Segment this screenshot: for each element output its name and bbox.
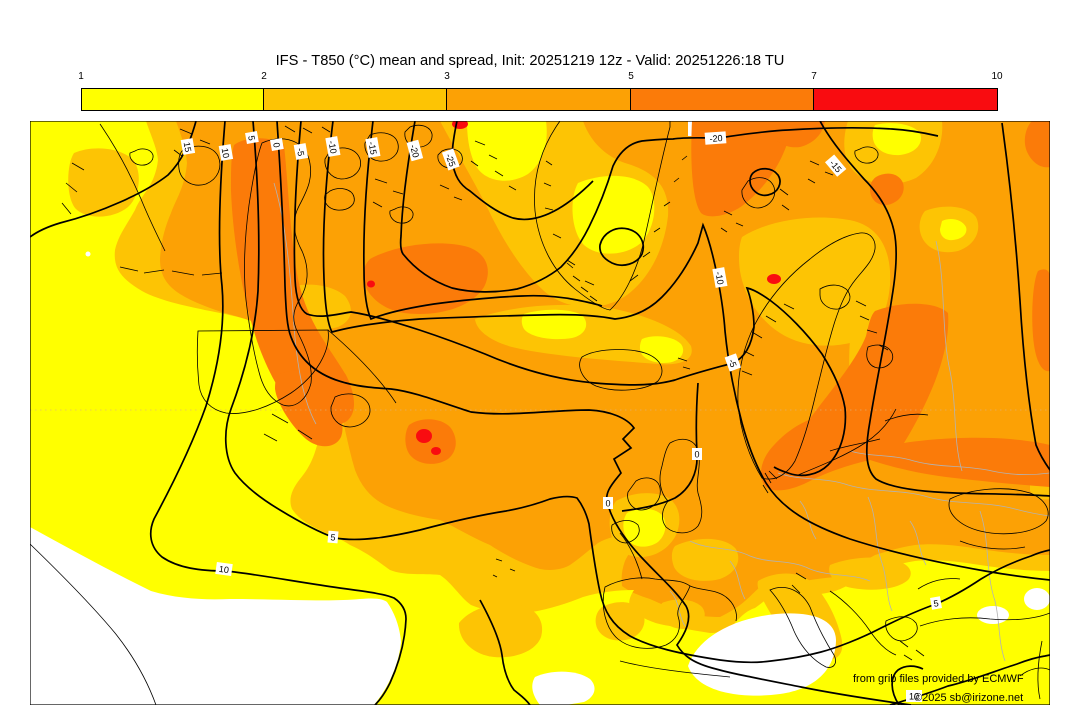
svg-text:15: 15: [182, 141, 194, 153]
svg-text:0: 0: [694, 450, 699, 460]
svg-text:-5: -5: [726, 358, 738, 369]
svg-text:-20: -20: [709, 133, 723, 144]
svg-text:0: 0: [605, 499, 610, 509]
svg-text:0: 0: [271, 142, 282, 149]
svg-text:-20: -20: [408, 144, 421, 159]
svg-text:5: 5: [933, 598, 940, 609]
svg-text:5: 5: [246, 135, 257, 142]
svg-text:-25: -25: [444, 152, 458, 168]
svg-text:10: 10: [220, 147, 232, 159]
svg-text:-15: -15: [366, 141, 378, 156]
svg-text:-5: -5: [295, 147, 306, 157]
svg-text:10: 10: [909, 692, 919, 702]
svg-text:10: 10: [218, 564, 229, 575]
svg-text:5: 5: [330, 532, 336, 542]
svg-text:-10: -10: [713, 271, 725, 286]
svg-text:-10: -10: [326, 140, 338, 155]
